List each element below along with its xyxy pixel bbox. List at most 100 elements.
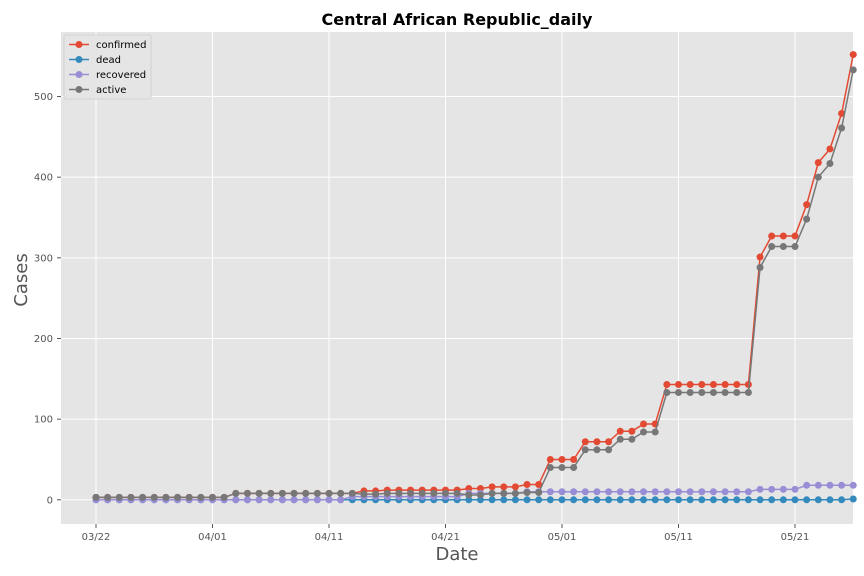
data-point-confirmed: [523, 480, 531, 488]
data-point-confirmed: [849, 51, 857, 59]
data-point-confirmed: [628, 427, 636, 435]
data-point-active: [709, 389, 717, 397]
data-point-dead: [476, 496, 484, 504]
data-point-active: [779, 243, 787, 251]
data-point-active: [838, 124, 846, 132]
data-point-dead: [535, 496, 543, 504]
data-point-active: [698, 389, 706, 397]
data-point-recovered: [698, 488, 706, 496]
x-tick-label: 04/01: [198, 532, 227, 543]
data-point-active: [139, 493, 147, 501]
chart-title: Central African Republic_daily: [322, 10, 593, 29]
data-point-dead: [640, 496, 648, 504]
data-point-active: [535, 489, 543, 497]
data-point-dead: [709, 496, 717, 504]
data-point-dead: [756, 496, 764, 504]
data-point-recovered: [325, 496, 333, 504]
data-point-active: [442, 489, 449, 497]
data-point-active: [162, 493, 170, 501]
data-point-dead: [733, 496, 741, 504]
data-point-active: [243, 489, 251, 497]
data-point-recovered: [803, 481, 811, 489]
grid: [61, 32, 853, 524]
data-point-active: [791, 243, 799, 251]
data-point-active: [115, 493, 123, 501]
data-point-recovered: [337, 496, 345, 504]
data-point-recovered: [640, 488, 648, 496]
data-point-active: [255, 489, 263, 497]
data-point-active: [768, 243, 776, 251]
data-point-active: [92, 493, 100, 501]
data-point-dead: [779, 496, 787, 504]
data-point-dead: [803, 496, 811, 504]
data-point-active: [209, 493, 216, 501]
legend-box: [63, 34, 152, 100]
legend-marker: [75, 71, 83, 78]
data-point-confirmed: [768, 232, 776, 240]
data-point-active: [197, 493, 205, 501]
data-point-confirmed: [803, 201, 811, 209]
legend-item-recovered: recovered: [69, 70, 146, 81]
data-point-recovered: [709, 488, 717, 496]
series-active: [92, 66, 857, 501]
data-point-dead: [570, 496, 578, 504]
data-point-confirmed: [756, 253, 764, 261]
data-point-active: [570, 464, 578, 472]
data-point-recovered: [663, 488, 671, 496]
data-point-dead: [616, 496, 624, 504]
data-point-recovered: [290, 496, 298, 504]
data-point-confirmed: [826, 145, 834, 153]
data-point-active: [756, 264, 764, 272]
legend-label: dead: [96, 55, 121, 66]
data-point-active: [686, 389, 694, 397]
legend-label: active: [96, 85, 126, 96]
data-point-confirmed: [488, 483, 496, 491]
x-tick-label: 04/21: [431, 532, 460, 543]
data-point-dead: [558, 496, 566, 504]
data-point-dead: [488, 496, 496, 504]
data-point-active: [127, 493, 135, 501]
legend-marker: [75, 41, 83, 48]
data-point-dead: [628, 496, 636, 504]
data-point-active: [372, 490, 380, 498]
data-point-active: [523, 489, 531, 497]
data-point-active: [651, 428, 659, 436]
data-point-dead: [686, 496, 694, 504]
data-point-active: [476, 491, 484, 499]
data-point-recovered: [744, 488, 752, 496]
data-point-dead: [791, 496, 799, 504]
data-point-active: [744, 389, 752, 397]
data-point-confirmed: [570, 455, 578, 463]
data-point-recovered: [605, 488, 613, 496]
data-point-dead: [849, 495, 857, 503]
data-point-dead: [814, 496, 822, 504]
data-point-dead: [663, 496, 671, 504]
data-point-active: [663, 389, 671, 397]
legend-marker: [75, 86, 83, 93]
data-point-dead: [511, 496, 519, 504]
data-point-dead: [523, 496, 531, 504]
data-point-active: [185, 493, 193, 501]
data-point-dead: [698, 496, 706, 504]
x-tick-label: 03/22: [82, 532, 111, 543]
data-point-confirmed: [465, 485, 473, 493]
data-point-active: [383, 489, 391, 497]
data-point-dead: [675, 496, 682, 504]
data-point-active: [605, 446, 613, 454]
data-point-dead: [768, 496, 776, 504]
data-point-active: [546, 464, 554, 472]
data-point-recovered: [838, 481, 846, 489]
data-point-recovered: [267, 496, 275, 504]
data-point-recovered: [768, 485, 776, 493]
data-point-active: [325, 489, 333, 497]
data-point-recovered: [849, 481, 857, 489]
y-tick-label: 0: [47, 495, 53, 506]
y-tick-label: 300: [34, 253, 53, 264]
legend-label: recovered: [96, 70, 146, 81]
data-point-recovered: [814, 481, 822, 489]
data-point-active: [337, 489, 345, 497]
data-point-confirmed: [500, 483, 508, 491]
y-tick-label: 500: [34, 92, 53, 103]
data-point-confirmed: [511, 483, 519, 491]
